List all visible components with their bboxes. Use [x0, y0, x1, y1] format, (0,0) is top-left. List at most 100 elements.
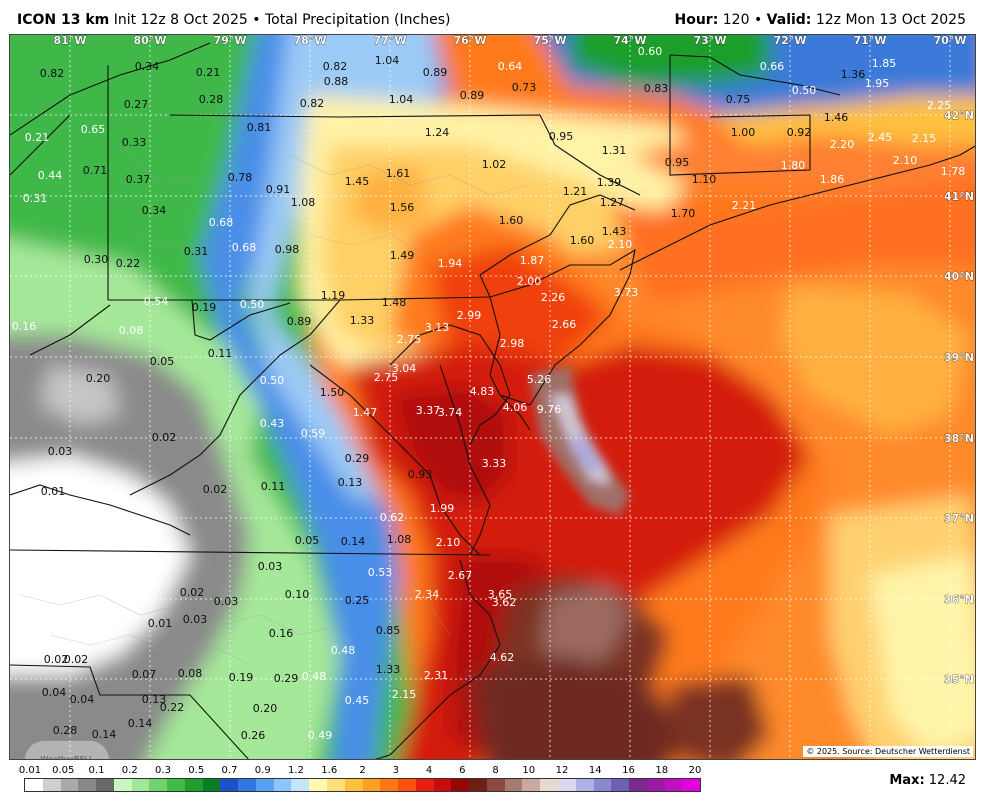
- precip-value: 0.05: [295, 534, 320, 547]
- title-separator: •: [252, 12, 261, 28]
- lat-labels: 42°N 41°N 40°N 39°N 38°N 37°N 36°N 35°N: [944, 109, 975, 687]
- precip-value: 4.62: [490, 651, 515, 664]
- precip-value: 2.67: [448, 569, 473, 582]
- header: ICON 13 km Init 12z 8 Oct 2025 • Total P…: [0, 0, 984, 34]
- precip-value: 1.43: [602, 225, 627, 238]
- legend-tick: 1.6: [321, 765, 338, 776]
- lon-label: 80°W: [134, 35, 167, 47]
- precip-value: 1.19: [321, 289, 346, 302]
- precip-value: 0.29: [274, 672, 299, 685]
- precip-value: 1.80: [781, 159, 806, 172]
- valid-info: Hour: 120 • Valid: 12z Mon 13 Oct 2025: [675, 12, 967, 28]
- precip-value: 0.91: [266, 183, 291, 196]
- lat-label: 35°N: [944, 673, 974, 686]
- precip-value: 0.37: [126, 173, 151, 186]
- lon-labels: 81°W 80°W 79°W 78°W 77°W 76°W 75°W 74°W 73°W 72°W…: [53, 35, 967, 47]
- init-time: Init 12z 8 Oct 2025: [113, 12, 248, 28]
- precip-value: 0.68: [232, 241, 257, 254]
- precip-value: 0.64: [498, 60, 523, 73]
- precip-value: 0.16: [269, 627, 294, 640]
- precip-value: 1.99: [430, 502, 455, 515]
- precip-value: 0.68: [209, 216, 234, 229]
- precip-value: 3.74: [438, 406, 463, 419]
- lat-label: 42°N: [944, 109, 974, 122]
- precip-value: 0.34: [135, 60, 160, 73]
- legend-tick: 0.9: [254, 765, 271, 776]
- legend-swatch: [629, 779, 647, 791]
- precip-value: 0.95: [665, 156, 690, 169]
- legend-swatch: [664, 779, 683, 791]
- precip-value: 0.19: [229, 671, 254, 684]
- precip-value: 1.48: [382, 296, 407, 309]
- max-value-label: Max: 12.42: [889, 773, 966, 788]
- legend-tick: 16: [622, 765, 635, 776]
- legend-swatch: [646, 779, 665, 791]
- precip-value: 1.70: [671, 207, 696, 220]
- precip-value: 3.65: [488, 588, 513, 601]
- lon-label: 73°W: [694, 35, 727, 47]
- precip-value: 1.08: [291, 196, 316, 209]
- precip-value: 0.82: [40, 67, 65, 80]
- precip-value: 0.01: [148, 617, 173, 630]
- precip-value: 4.06: [503, 401, 528, 414]
- precip-value: 1.47: [353, 406, 378, 419]
- precip-value: 0.03: [258, 560, 283, 573]
- precip-value: 0.04: [70, 693, 95, 706]
- precip-value: 5.26: [527, 373, 552, 386]
- precip-value: 3.04: [392, 362, 417, 375]
- precip-value: 3.62: [492, 596, 517, 609]
- legend-swatch: [113, 779, 132, 791]
- precip-value: 0.66: [760, 60, 785, 73]
- precip-value: 1.24: [425, 126, 450, 139]
- legend-swatch: [682, 779, 701, 791]
- precip-value: 0.82: [300, 97, 325, 110]
- precip-value: 0.01: [41, 485, 66, 498]
- legend-tick: 0.5: [188, 765, 205, 776]
- precip-value: 0.54: [144, 295, 169, 308]
- precip-value: 0.28: [53, 724, 78, 737]
- precip-value: 0.89: [423, 66, 448, 79]
- legend-swatch: [398, 779, 416, 791]
- lat-label: 40°N: [944, 270, 974, 283]
- valid-label: Valid:: [766, 12, 812, 28]
- county-lines: [19, 144, 531, 666]
- legend-swatch: [557, 779, 576, 791]
- precip-legend: 0.01 0.05 0.1 0.2 0.3 0.5 0.7 0.9 1.2 1.6 2 3 4 6 8 10 1…: [0, 760, 984, 808]
- legend-swatch: [611, 779, 630, 791]
- precip-value: 2.75: [397, 333, 422, 346]
- precip-value: 0.31: [23, 192, 48, 205]
- precip-value: 2.75: [374, 371, 399, 384]
- legend-swatch: [344, 779, 363, 791]
- precip-value: 0.03: [214, 595, 239, 608]
- legend-tick: 0.01: [18, 765, 42, 776]
- legend-tick: 2: [359, 765, 366, 776]
- precip-value: 0.45: [345, 694, 370, 707]
- precip-value: 0.14: [341, 535, 366, 548]
- lat-label: 36°N: [944, 593, 974, 606]
- precip-value: 2.00: [517, 275, 542, 288]
- precip-value: 2.10: [893, 154, 918, 167]
- legend-swatch: [42, 779, 61, 791]
- precip-value: 2.15: [392, 688, 417, 701]
- precip-value: 1.87: [520, 254, 545, 267]
- legend-swatch: [575, 779, 594, 791]
- precip-value: 0.31: [184, 245, 209, 258]
- legend-swatch: [149, 779, 168, 791]
- precip-value: 0.21: [25, 131, 50, 144]
- precip-value: 1.02: [482, 158, 507, 171]
- precip-value: 0.27: [124, 98, 149, 111]
- precip-value: 1.60: [570, 234, 595, 247]
- legend-swatch: [238, 779, 256, 791]
- precip-value: 0.53: [368, 566, 393, 579]
- precip-value: 1.56: [390, 201, 415, 214]
- precip-value: 0.08: [178, 667, 203, 680]
- precip-value: 1.31: [602, 144, 627, 157]
- precip-value: 1.39: [597, 176, 622, 189]
- precip-value: 4.83: [470, 385, 495, 398]
- lon-label: 76°W: [454, 35, 487, 47]
- precip-value: 0.50: [240, 298, 265, 311]
- precip-value: 1.50: [320, 386, 345, 399]
- precip-value: 1.85: [872, 57, 897, 70]
- precip-value: 0.49: [308, 729, 333, 742]
- precip-value: 0.34: [142, 204, 167, 217]
